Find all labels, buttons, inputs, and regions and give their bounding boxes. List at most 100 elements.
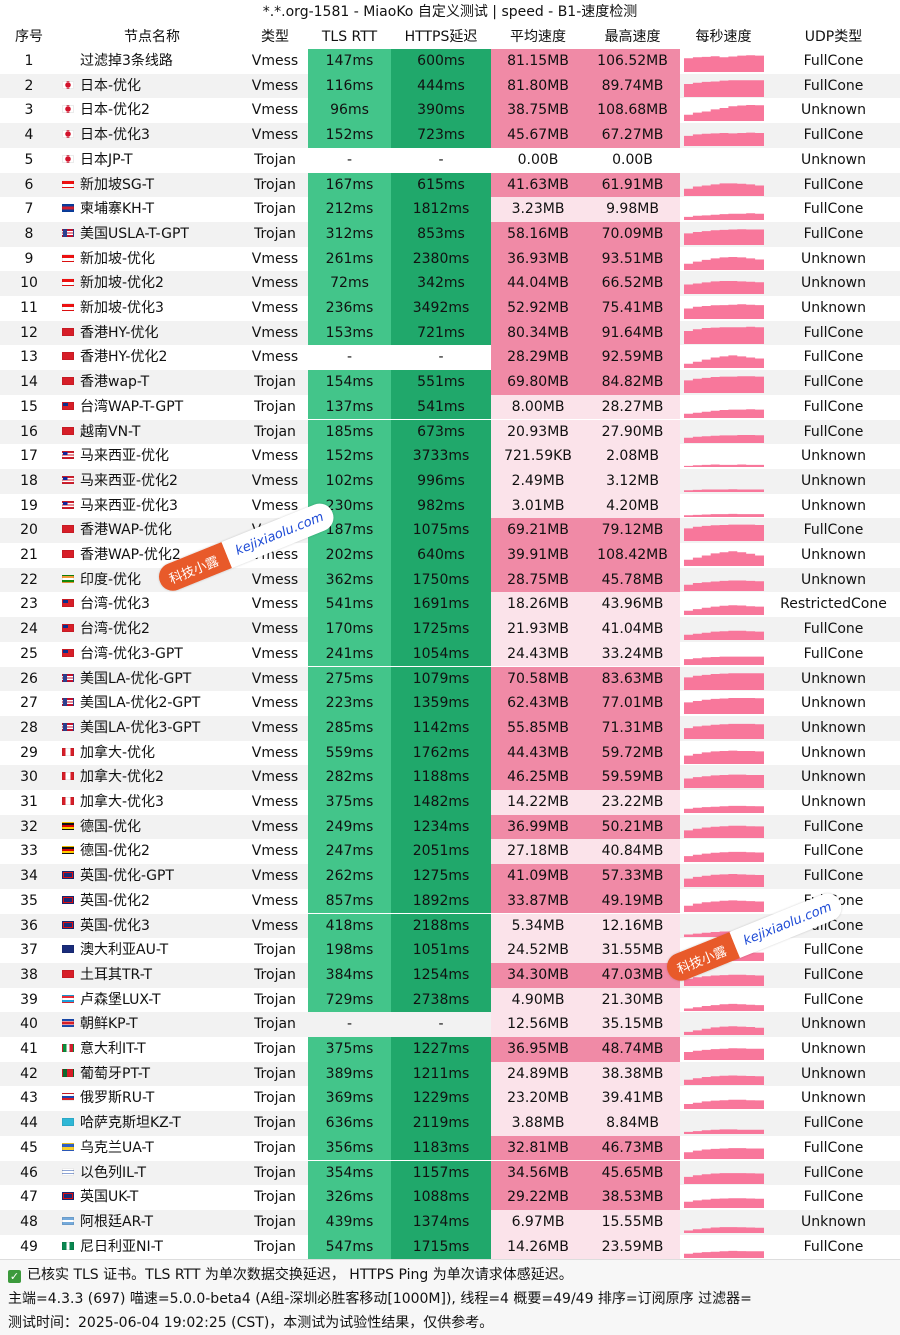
table-row[interactable]: 18 马来西亚-优化2 Vmess 102ms 996ms 2.49MB 3.12MB Unk… [0, 468, 900, 494]
table-row[interactable]: 22 印度-优化 Vmess 362ms 1750ms 28.75MB 45.78MB Unk… [0, 567, 900, 593]
table-row[interactable]: 11 新加坡-优化3 Vmess 236ms 3492ms 52.92MB 75.41MB U… [0, 296, 900, 321]
https-delay-value: 1234ms [391, 814, 491, 840]
node-name: 日本-优化3 [80, 127, 150, 144]
table-row[interactable]: 19 马来西亚-优化3 Vmess 230ms 982ms 3.01MB 4.20MB Unk… [0, 493, 900, 519]
table-row[interactable]: 49 尼日利亚NI-T Trojan 547ms 1715ms 14.26MB 23.59M… [0, 1234, 900, 1260]
table-row[interactable]: 45 乌克兰UA-T Trojan 356ms 1183ms 32.81MB 46.73MB… [0, 1135, 900, 1161]
column-header-https-delay[interactable]: HTTPS延迟 [404, 29, 478, 45]
table-row[interactable]: 29 加拿大-优化 Vmess 559ms 1762ms 44.43MB 59.72MB Un… [0, 740, 900, 766]
table-row[interactable]: 46 以色列IL-T Trojan 354ms 1157ms 34.56MB 45.65MB… [0, 1160, 900, 1186]
node-name: 美国LA-优化3-GPT [80, 719, 201, 736]
node-name: 英国-优化2 [80, 892, 150, 909]
column-header-index[interactable]: 序号 [15, 29, 43, 45]
column-header-udp-type[interactable]: UDP类型 [804, 29, 863, 45]
table-row[interactable]: 5 日本JP-T Trojan - - 0.00B 0.00B Unknown [0, 148, 900, 173]
table-row[interactable]: 14 香港wap-T Trojan 154ms 551ms 69.80MB 84.82MB F… [0, 370, 900, 395]
table-row[interactable]: 15 台湾WAP-T-GPT Trojan 137ms 541ms 8.00MB 28.27… [0, 394, 900, 420]
table-row[interactable]: 40 朝鲜KP-T Trojan - - 12.56MB 35.15MB Unknown [0, 1012, 900, 1037]
node-name-cell: 马来西亚-优化2 [62, 469, 242, 494]
average-speed-value: 36.99MB [491, 814, 585, 840]
udp-type-value: FullCone [803, 621, 864, 638]
table-row[interactable]: 47 英国UK-T Trojan 326ms 1088ms 29.22MB 38.53MB F… [0, 1185, 900, 1210]
node-name: 台湾-优化3-GPT [80, 645, 183, 662]
table-row[interactable]: 4 日本-优化3 Vmess 152ms 723ms 45.67MB 67.27MB Full… [0, 123, 900, 148]
table-row[interactable]: 20香港WAP-优化Vmess187ms1075ms69.21MB79.12MB… [0, 518, 900, 543]
table-row[interactable]: 38 土耳其TR-T Trojan 384ms 1254ms 34.30MB 47.03MB… [0, 962, 900, 988]
column-header-average-speed[interactable]: 平均速度 [510, 29, 566, 45]
row-index: 24 [20, 621, 38, 638]
sparkline-area [684, 825, 764, 838]
table-row[interactable]: 9 新加坡-优化 Vmess 261ms 2380ms 36.93MB 93.51MB Unk… [0, 246, 900, 272]
node-type: Vmess [251, 670, 299, 687]
table-row[interactable]: 42 葡萄牙PT-T Trojan 389ms 1211ms 24.89MB 38.38MB… [0, 1061, 900, 1087]
table-row[interactable]: 1 过滤掉3条线路 Vmess 147ms 600ms 81.15MB 106.52MB Fu… [0, 49, 900, 74]
row-index: 29 [20, 744, 38, 761]
max-speed-value: 57.33MB [585, 864, 680, 889]
table-row[interactable]: 43 俄罗斯RU-T Trojan 369ms 1229ms 23.20MB 39.41MB… [0, 1086, 900, 1112]
udp-type-value: FullCone [803, 127, 864, 144]
table-row[interactable]: 35英国-优化2Vmess857ms1892ms33.87MB49.19MBFu… [0, 888, 900, 914]
table-row[interactable]: 7 柬埔寨KH-T Trojan 212ms 1812ms 3.23MB 9.98MB Ful… [0, 197, 900, 222]
max-speed-value: 12.16MB [585, 913, 680, 939]
row-index: 20 [20, 522, 38, 539]
table-row[interactable]: 33 德国-优化2 Vmess 247ms 2051ms 27.18MB 40.84MB Fu… [0, 839, 900, 865]
node-name: 美国LA-优化-GPT [80, 670, 192, 687]
table-row[interactable]: 30 加拿大-优化2 Vmess 282ms 1188ms 46.25MB 59.59MB U… [0, 765, 900, 790]
node-type: Trojan [254, 1016, 296, 1033]
udp-type-value: FullCone [803, 818, 864, 835]
table-row[interactable]: 41 意大利IT-T Trojan 375ms 1227ms 36.95MB 48.74MB… [0, 1037, 900, 1062]
https-delay-value: 1892ms [391, 888, 491, 914]
https-delay-value: 3733ms [391, 444, 491, 469]
sparkline-area [684, 774, 764, 789]
table-row[interactable]: 10 新加坡-优化2 Vmess 72ms 342ms 44.04MB 66.52MB Unk… [0, 271, 900, 296]
table-row[interactable]: 48 阿根廷AR-T Trojan 439ms 1374ms 6.97MB 15.55MB U… [0, 1209, 900, 1235]
average-speed-value: 29.22MB [491, 1185, 585, 1210]
column-header-tls-rtt[interactable]: TLS RTT [321, 29, 378, 45]
table-row[interactable]: 23 台湾-优化3 Vmess 541ms 1691ms 18.26MB 43.96MB Re… [0, 592, 900, 618]
sparkline-area [684, 434, 764, 443]
column-header-per-second-speed[interactable]: 每秒速度 [695, 29, 752, 45]
table-row[interactable]: 16 越南VN-T Trojan 185ms 673ms 20.93MB 27.90MB Fu… [0, 419, 900, 445]
sparkline-chart [684, 132, 764, 147]
table-row[interactable]: 34 英国-优化-GPT Vmess 262ms 1275ms 41.09MB 57.33M… [0, 864, 900, 889]
table-row[interactable]: 31 加拿大-优化3 Vmess 375ms 1482ms 14.22MB 23.22MB U… [0, 790, 900, 815]
table-row[interactable]: 32 德国-优化 Vmess 249ms 1234ms 36.99MB 50.21MB Ful… [0, 814, 900, 840]
table-row[interactable]: 8 美国USLA-T-GPT Trojan 312ms 853ms 58.16MB 70.0… [0, 221, 900, 247]
table-row[interactable]: 24 台湾-优化2 Vmess 170ms 1725ms 21.93MB 41.04MB Fu… [0, 617, 900, 642]
column-header-max-speed[interactable]: 最高速度 [604, 29, 661, 45]
column-header-node-name[interactable]: 节点名称 [124, 29, 180, 45]
table-row[interactable]: 25 台湾-优化3-GPT Vmess 241ms 1054ms 24.43MB 33.24… [0, 641, 900, 667]
table-row[interactable]: 17 马来西亚-优化 Vmess 152ms 3733ms 721.59KB 2.08MB U… [0, 444, 900, 469]
flag-ng-icon [62, 1241, 74, 1250]
average-speed-value: 20.93MB [491, 419, 585, 445]
table-row[interactable]: 37 澳大利亚AU-T Trojan 198ms 1051ms 24.52MB 31.55M… [0, 938, 900, 963]
udp-type-value: Unknown [801, 275, 866, 292]
table-row[interactable]: 28 美国LA-优化3-GPT Vmess 285ms 1142ms 55.85MB 71.… [0, 715, 900, 741]
node-name: 越南VN-T [80, 423, 141, 440]
sparkline-area [684, 1250, 764, 1258]
table-row[interactable]: 21 香港WAP-优化2 Vmess 202ms 640ms 39.91MB 108.42M… [0, 543, 900, 568]
table-row[interactable]: 26 美国LA-优化-GPT Vmess 275ms 1079ms 70.58MB 83.6… [0, 666, 900, 692]
max-speed-value: 108.42MB [585, 543, 680, 568]
node-name: 香港HY-优化 [80, 324, 159, 341]
node-name-cell: 土耳其TR-T [62, 963, 242, 988]
table-row[interactable]: 39 卢森堡LUX-T Trojan 729ms 2738ms 4.90MB 21.30MB… [0, 987, 900, 1013]
flag-gb-icon [62, 871, 74, 880]
table-row[interactable]: 27 美国LA-优化2-GPT Vmess 223ms 1359ms 62.43MB 77.… [0, 691, 900, 716]
table-row[interactable]: 3 日本-优化2 Vmess 96ms 390ms 38.75MB 108.68MB Unkn… [0, 98, 900, 124]
table-row[interactable]: 2 日本-优化 Vmess 116ms 444ms 81.80MB 89.74MB FullC… [0, 73, 900, 99]
node-type: Vmess [251, 892, 299, 909]
node-name-cell: 美国USLA-T-GPT [62, 222, 242, 247]
row-index: 27 [20, 695, 38, 712]
table-row[interactable]: 44 哈萨克斯坦KZ-T Trojan 636ms 2119ms 3.88MB 8.84MB… [0, 1111, 900, 1136]
node-type: Trojan [254, 1065, 296, 1082]
table-row[interactable]: 6 新加坡SG-T Trojan 167ms 615ms 41.63MB 61.91MB Fu… [0, 172, 900, 198]
table-row[interactable]: 12 香港HY-优化 Vmess 153ms 721ms 80.34MB 91.64MB Fu… [0, 320, 900, 346]
udp-type-value: Unknown [801, 794, 866, 810]
node-name-cell: 日本JP-T [62, 148, 242, 173]
per-second-speed-sparkline [680, 1235, 767, 1260]
sparkline-chart [684, 489, 764, 492]
sparkline-chart [684, 698, 764, 715]
column-header-type[interactable]: 类型 [261, 29, 289, 45]
table-row[interactable]: 13 香港HY-优化2 Vmess - - 28.29MB 92.59MB FullCone [0, 345, 900, 371]
